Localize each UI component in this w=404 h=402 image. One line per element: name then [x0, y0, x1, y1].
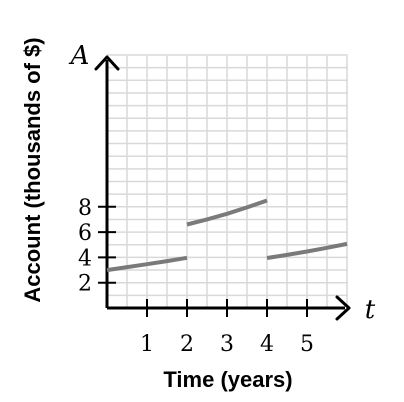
x-axis-label: Time (years)	[163, 367, 292, 392]
x-axis-arrowhead	[335, 295, 351, 321]
y-tick-label: 6	[78, 221, 92, 246]
labels: t A Time (years) Account (thousands of $…	[20, 37, 376, 392]
y-tick-label: 2	[78, 272, 92, 297]
x-tick-label: 5	[300, 332, 314, 357]
y-tick-label: 8	[78, 196, 92, 221]
grid	[107, 54, 348, 308]
series-segment-3	[266, 241, 348, 260]
y-axis-label: Account (thousands of $)	[20, 37, 45, 302]
y-axis-symbol: A	[69, 41, 90, 71]
y-axis-arrowhead	[94, 55, 120, 71]
series	[106, 198, 348, 273]
x-tick-label: 3	[220, 332, 234, 357]
series-segment-2	[186, 198, 268, 227]
y-tick-label: 4	[78, 246, 92, 271]
x-axis-symbol: t	[365, 295, 376, 325]
series-segment-1	[106, 255, 188, 273]
x-tick-label: 4	[260, 332, 274, 357]
x-tick-label: 1	[140, 332, 154, 357]
x-tick-label: 2	[180, 332, 194, 357]
